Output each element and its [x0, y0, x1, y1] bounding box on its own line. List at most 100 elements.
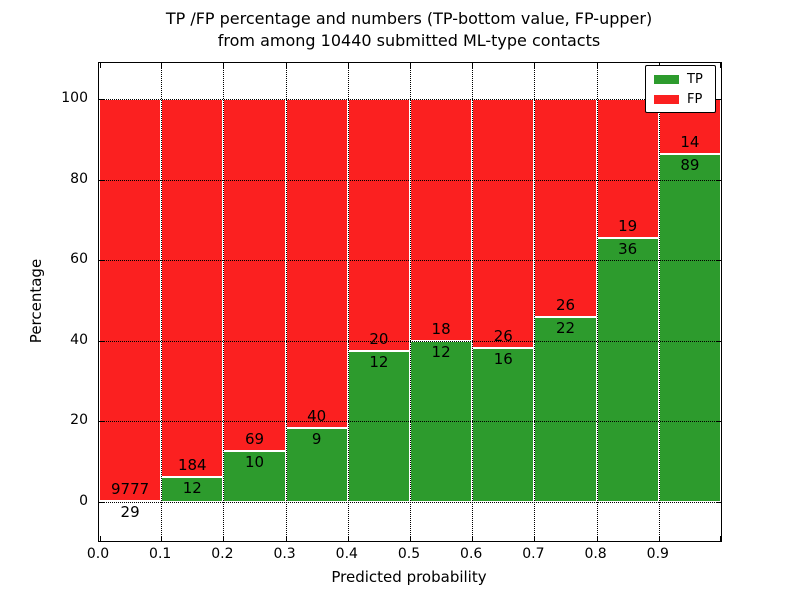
x-tick-mark-bottom — [161, 536, 163, 541]
tp-count-label: 12 — [182, 479, 202, 498]
fp-count-label: 69 — [244, 430, 265, 448]
x-tick-mark-bottom — [658, 536, 660, 541]
tp-count-label: 12 — [369, 352, 389, 371]
tp-bar-segment — [596, 238, 659, 502]
legend-label-fp: FP — [687, 91, 703, 107]
x-gridline — [161, 63, 163, 541]
y-tick-mark-right — [716, 502, 721, 503]
tp-bar-segment — [285, 427, 348, 502]
x-tick-mark-top — [720, 63, 721, 68]
x-tick-label: 0.4 — [335, 546, 358, 562]
x-gridline — [596, 63, 598, 541]
y-tick-mark-right — [716, 421, 721, 423]
x-tick-mark-top — [534, 63, 536, 68]
fp-bar-segment — [285, 99, 348, 428]
x-gridline — [410, 63, 411, 541]
tp-count-label: 9 — [311, 429, 322, 448]
x-tick-mark-bottom — [720, 536, 721, 541]
x-tick-mark-bottom — [472, 536, 474, 541]
y-tick-mark-right — [716, 179, 721, 181]
tp-bar-segment — [534, 317, 597, 502]
y-tick-label: 20 — [70, 412, 88, 429]
x-tick-mark-bottom — [534, 536, 536, 541]
tp-count-label: 10 — [244, 452, 265, 471]
y-tick-mark-left — [99, 421, 104, 423]
x-tick-label: 0.3 — [273, 546, 296, 562]
x-gridline — [223, 63, 225, 541]
fp-bar-segment — [472, 99, 535, 349]
x-tick-label: 0.1 — [149, 546, 172, 562]
x-tick-label: 0.6 — [460, 546, 483, 562]
fp-bar-segment — [347, 99, 410, 351]
plot-area: 9777 29 184 12 69 10 40 9 20 12 18 12 26 16 26 22 19 36 14… — [98, 62, 722, 542]
x-tick-label: 0.7 — [522, 546, 545, 562]
fp-count-label: 19 — [618, 217, 638, 236]
fp-count-label: 14 — [680, 132, 700, 151]
tp-count-label: 89 — [680, 155, 700, 174]
tp-count-label: 29 — [120, 502, 140, 521]
legend: TP FP — [645, 65, 716, 113]
tp-bar-segment — [658, 153, 721, 502]
fp-bar-segment — [223, 99, 286, 451]
y-tick-mark-left — [99, 340, 104, 342]
x-tick-label: 0.9 — [646, 546, 669, 562]
tp-bar-segment — [347, 350, 410, 502]
y-tick-mark-right — [716, 260, 721, 262]
x-tick-mark-bottom — [596, 536, 598, 541]
x-gridline — [285, 63, 287, 541]
x-gridline — [658, 63, 660, 541]
x-tick-mark-top — [161, 63, 163, 68]
fp-bar-segment — [534, 99, 597, 318]
x-tick-mark-top — [472, 63, 474, 68]
y-tick-mark-left — [99, 260, 104, 262]
fp-bar-segment — [410, 99, 473, 341]
x-tick-label: 0.8 — [584, 546, 607, 562]
fp-count-label: 9777 — [111, 479, 150, 498]
tp-bar-segment — [223, 450, 286, 502]
chart-title-line2: from among 10440 submitted ML-type conta… — [217, 31, 601, 50]
legend-row: FP — [646, 91, 715, 108]
x-gridline — [534, 63, 536, 541]
fp-count-label: 26 — [493, 327, 513, 346]
x-tick-mark-bottom — [347, 536, 349, 541]
x-axis-label: Predicted probability — [331, 568, 487, 586]
y-tick-mark-left — [99, 99, 104, 100]
fp-count-label: 40 — [307, 406, 327, 425]
y-tick-label: 60 — [70, 251, 88, 268]
fp-count-label: 20 — [369, 329, 389, 348]
tp-bar-segment — [472, 348, 535, 502]
x-tick-mark-top — [596, 63, 598, 68]
chart-title-line1: TP /FP percentage and numbers (TP-bottom… — [165, 9, 653, 28]
y-tick-mark-right — [716, 340, 721, 342]
x-tick-label: 0.5 — [397, 546, 421, 562]
x-tick-mark-top — [347, 63, 349, 68]
x-tick-label: 0.0 — [86, 546, 110, 562]
x-tick-mark-bottom — [285, 536, 287, 541]
x-gridline — [347, 63, 349, 541]
x-tick-mark-top — [410, 63, 411, 68]
x-tick-mark-top — [223, 63, 225, 68]
fp-bar-segment — [99, 99, 162, 501]
fp-bar-segment — [596, 99, 659, 239]
tp-count-label: 16 — [493, 350, 513, 369]
x-tick-mark-bottom — [410, 536, 411, 541]
y-tick-label: 100 — [61, 90, 88, 106]
x-gridline — [472, 63, 474, 541]
legend-row: TP — [646, 71, 715, 88]
y-tick-mark-left — [99, 179, 104, 181]
legend-swatch-fp — [654, 94, 679, 104]
x-tick-mark-bottom — [99, 536, 101, 541]
legend-label-tp: TP — [687, 71, 703, 87]
fp-count-label: 26 — [555, 296, 576, 315]
tp-count-label: 12 — [431, 342, 451, 361]
tp-count-label: 36 — [618, 240, 638, 259]
x-tick-mark-top — [285, 63, 287, 68]
y-tick-mark-left — [99, 502, 104, 503]
y-tick-label: 40 — [70, 331, 88, 348]
y-tick-mark-right — [716, 99, 721, 100]
legend-swatch-tp — [654, 74, 679, 84]
x-tick-label: 0.2 — [211, 546, 234, 562]
fp-count-label: 184 — [177, 456, 207, 475]
tp-count-label: 22 — [555, 319, 576, 338]
